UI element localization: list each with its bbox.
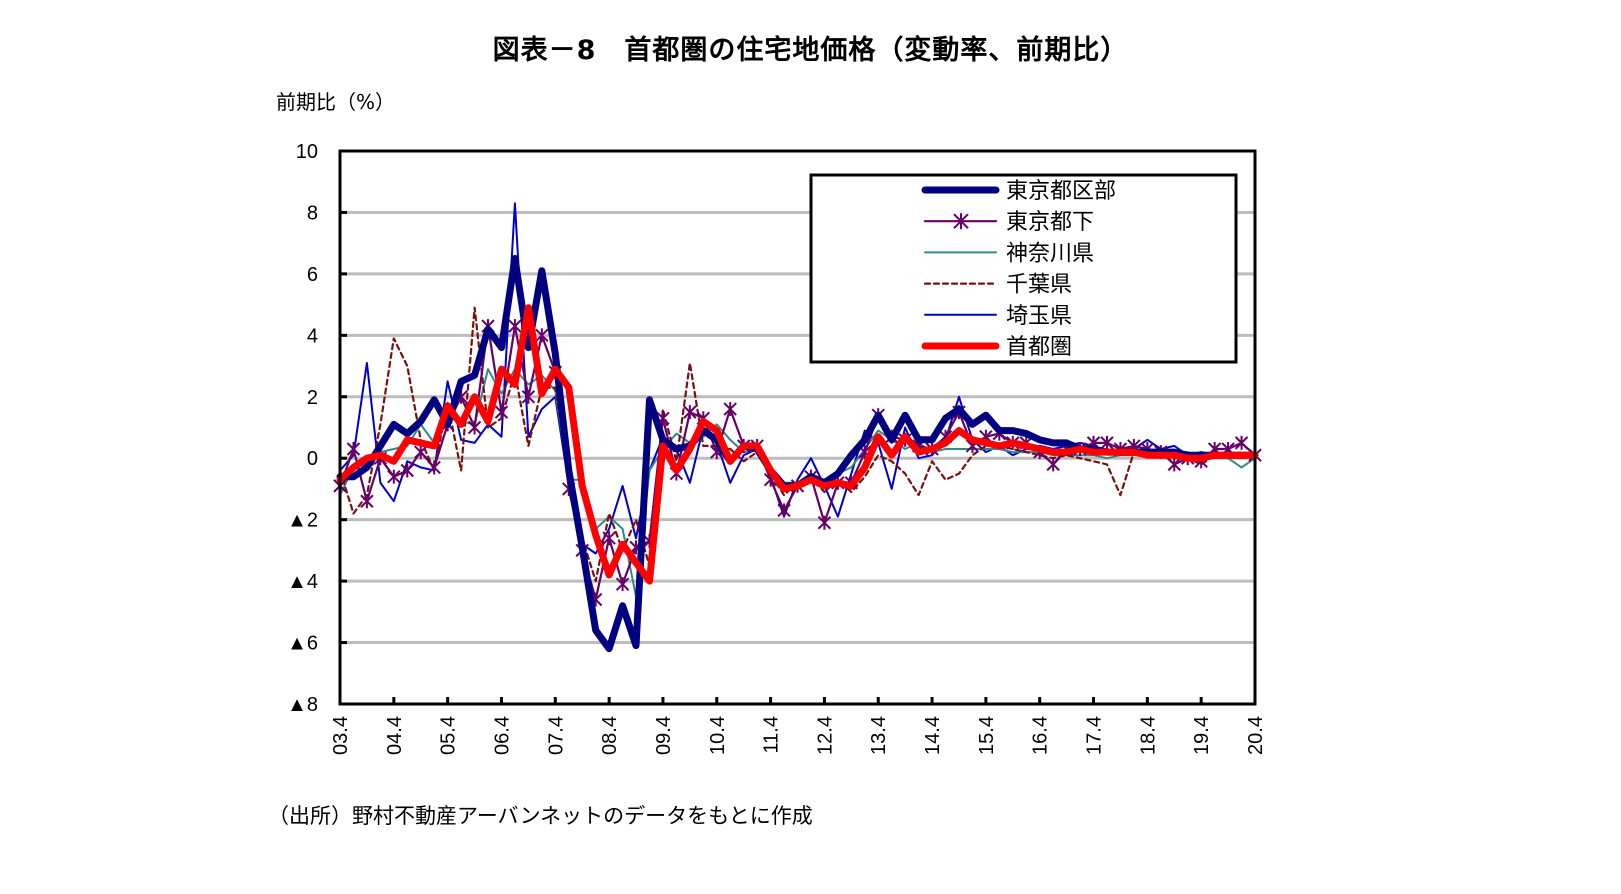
- y-tick-label: 0: [307, 448, 318, 470]
- x-tick-label: 19.4: [1191, 716, 1213, 755]
- star-marker: [683, 405, 697, 420]
- x-tick-label: 20.4: [1245, 716, 1267, 755]
- x-tick-label: 14.4: [922, 716, 944, 755]
- plot-frame: [338, 149, 1257, 706]
- y-tick-label: 6: [307, 264, 318, 286]
- legend-item: 東京都区部: [921, 179, 1116, 204]
- star-marker: [1167, 457, 1181, 472]
- x-tick-label: 04.4: [384, 716, 406, 755]
- x-tick-label: 10.4: [707, 716, 729, 755]
- series-5: [336, 304, 1259, 585]
- star-marker: [1046, 457, 1060, 472]
- y-tick-label: ▲6: [287, 633, 318, 655]
- x-tick-label: 16.4: [1030, 716, 1052, 755]
- legend-label: 首都圏: [1006, 335, 1072, 360]
- x-tick-label: 08.4: [599, 716, 621, 755]
- star-marker: [400, 463, 414, 478]
- y-tick-label: 10: [296, 141, 318, 163]
- star-marker: [387, 469, 401, 484]
- star-marker: [414, 445, 428, 460]
- legend-label: 東京都下: [1006, 210, 1094, 235]
- star-marker: [360, 494, 374, 509]
- y-tick-label: 2: [307, 387, 318, 409]
- chart-title: 図表－8 首都圏の住宅地価格（変動率、前期比）: [492, 35, 1129, 66]
- x-tick-label: 03.4: [330, 716, 352, 755]
- star-marker: [602, 531, 616, 546]
- star-marker: [615, 577, 630, 592]
- legend-item: 神奈川県: [924, 241, 1094, 266]
- star-marker: [467, 420, 482, 435]
- y-axis-ticks: 10 8 6 4 2 0 ▲2 ▲4 ▲6 ▲8: [287, 141, 347, 716]
- star-marker: [521, 389, 536, 404]
- y-tick-label: ▲2: [287, 510, 318, 532]
- legend-item: 首都圏: [921, 335, 1072, 360]
- star-marker: [777, 503, 791, 518]
- legend-item: 千葉県: [923, 273, 1072, 298]
- source-note: （出所）野村不動産アーバンネットのデータをもとに作成: [268, 804, 813, 828]
- legend-box: [809, 173, 1238, 364]
- y-tick-label: ▲4: [287, 571, 318, 593]
- legend-label: 神奈川県: [1006, 241, 1094, 266]
- legend-item: 埼玉県: [924, 304, 1072, 329]
- star-marker: [535, 328, 549, 343]
- series-line: [336, 304, 1259, 585]
- x-tick-label: 15.4: [976, 716, 998, 755]
- legend-label: 埼玉県: [1006, 304, 1072, 329]
- x-tick-label: 18.4: [1137, 716, 1159, 755]
- star-marker: [817, 515, 832, 530]
- x-tick-label: 17.4: [1084, 716, 1106, 755]
- star-marker: [1234, 435, 1249, 450]
- star-marker: [1100, 435, 1114, 450]
- x-tick-label: 07.4: [545, 716, 567, 755]
- star-marker: [508, 319, 522, 334]
- x-tick-label: 06.4: [491, 716, 513, 755]
- y-axis-label: 前期比（%）: [276, 90, 396, 114]
- x-tick-label: 13.4: [868, 716, 890, 755]
- star-marker: [494, 405, 509, 420]
- star-marker: [723, 402, 737, 417]
- x-axis-ticks: 03.4 04.4 05.4 06.4 07.4 08.4 09.4 10.4 11.4 12.4…: [330, 697, 1267, 755]
- star-marker: [427, 460, 441, 475]
- y-tick-label: 4: [307, 325, 318, 347]
- legend-label: 千葉県: [1006, 273, 1072, 298]
- x-tick-label: 05.4: [438, 716, 460, 755]
- series-layer: [333, 202, 1262, 653]
- legend-item: 東京都下: [923, 210, 1094, 235]
- x-tick-label: 09.4: [653, 716, 675, 755]
- y-tick-label: ▲8: [287, 694, 318, 716]
- legend-label: 東京都区部: [1006, 179, 1116, 204]
- grid-lines: [340, 210, 1255, 645]
- x-tick-label: 12.4: [814, 716, 836, 755]
- star-marker: [346, 442, 361, 457]
- y-tick-label: 8: [307, 202, 318, 224]
- x-tick-label: 11.4: [761, 716, 783, 753]
